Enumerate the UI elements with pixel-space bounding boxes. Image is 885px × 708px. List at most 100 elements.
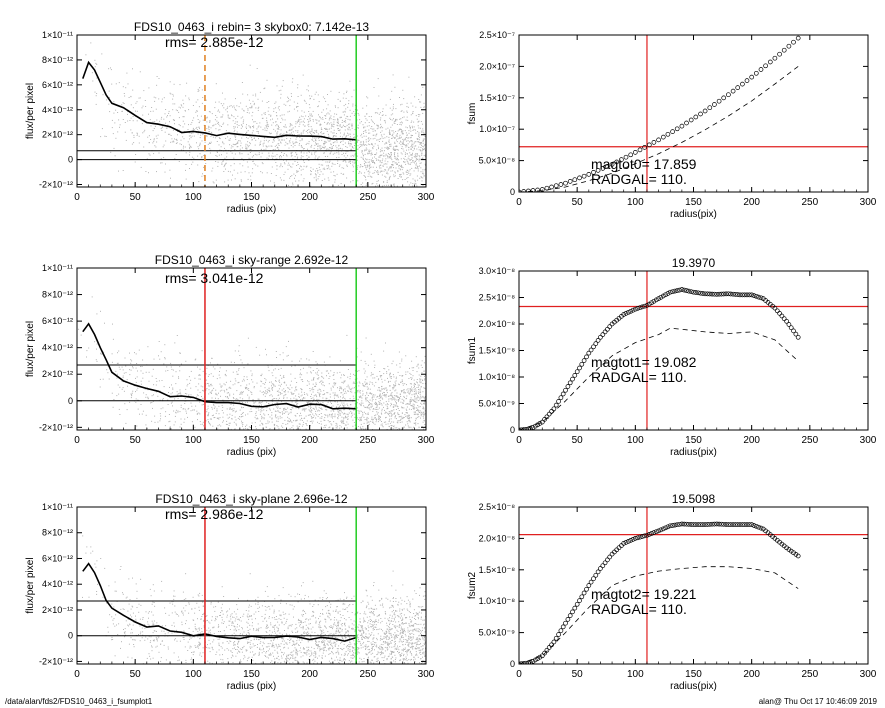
scatter-point bbox=[386, 180, 388, 182]
scatter-point bbox=[318, 392, 320, 394]
scatter-point bbox=[212, 445, 213, 446]
rms-annotation: rms= 2.885e-12 bbox=[165, 34, 264, 50]
scatter-point bbox=[390, 393, 392, 395]
scatter-point bbox=[368, 170, 370, 172]
scatter-point bbox=[362, 383, 364, 385]
scatter-point bbox=[172, 98, 174, 100]
scatter-point bbox=[153, 358, 155, 360]
scatter-point bbox=[169, 386, 170, 388]
scatter-point bbox=[369, 188, 370, 189]
scatter-point bbox=[268, 152, 270, 154]
scatter-point bbox=[295, 415, 297, 417]
scatter-point bbox=[405, 434, 406, 435]
scatter-point bbox=[368, 129, 370, 131]
scatter-point bbox=[423, 417, 425, 419]
scatter-point bbox=[406, 433, 407, 434]
scatter-point bbox=[247, 144, 249, 146]
scatter-point bbox=[96, 343, 98, 345]
scatter-point bbox=[109, 97, 110, 99]
scatter-point bbox=[408, 392, 410, 394]
scatter-point bbox=[148, 371, 150, 373]
scatter-point bbox=[210, 141, 212, 143]
scatter-point bbox=[182, 116, 184, 118]
scatter-point bbox=[347, 384, 349, 386]
scatter-point bbox=[345, 121, 347, 123]
scatter-point bbox=[291, 401, 293, 403]
scatter-point bbox=[327, 164, 329, 166]
scatter-point bbox=[218, 109, 219, 111]
scatter-point bbox=[348, 406, 350, 408]
scatter-point bbox=[173, 83, 175, 85]
scatter-point bbox=[333, 123, 335, 125]
scatter-point bbox=[414, 411, 416, 413]
scatter-point bbox=[385, 176, 387, 178]
scatter-point bbox=[306, 158, 308, 160]
scatter-point bbox=[361, 151, 363, 153]
scatter-point bbox=[382, 158, 384, 160]
scatter-point bbox=[362, 185, 363, 187]
scatter-point bbox=[372, 121, 374, 123]
scatter-point bbox=[95, 359, 97, 361]
scatter-point bbox=[189, 382, 191, 384]
scatter-point bbox=[236, 424, 237, 426]
scatter-point bbox=[394, 404, 396, 406]
scatter-point bbox=[282, 376, 284, 378]
scatter-point bbox=[415, 115, 417, 117]
scatter-point bbox=[326, 122, 328, 124]
scatter-point bbox=[320, 413, 322, 414]
scatter-point bbox=[250, 426, 251, 428]
scatter-point bbox=[161, 162, 163, 164]
scatter-point bbox=[345, 153, 347, 154]
scatter-point bbox=[422, 395, 424, 397]
scatter-point bbox=[390, 114, 392, 116]
scatter-point bbox=[360, 396, 362, 398]
scatter-point bbox=[332, 457, 333, 458]
scatter-point bbox=[335, 382, 337, 384]
scatter-point bbox=[308, 381, 310, 383]
scatter-point bbox=[227, 114, 229, 116]
scatter-point bbox=[282, 80, 284, 82]
scatter-point bbox=[156, 141, 158, 143]
scatter-point bbox=[306, 155, 308, 157]
scatter-point bbox=[283, 388, 285, 390]
scatter-point bbox=[300, 395, 302, 397]
scatter-point bbox=[390, 410, 392, 412]
scatter-point bbox=[424, 378, 426, 380]
scatter-point bbox=[170, 436, 171, 437]
scatter-point bbox=[295, 386, 297, 388]
scatter-point bbox=[296, 413, 298, 414]
scatter-point bbox=[374, 163, 376, 165]
scatter-point bbox=[169, 169, 171, 171]
scatter-point bbox=[289, 419, 291, 421]
scatter-point bbox=[307, 121, 309, 123]
scatter-point bbox=[171, 384, 172, 386]
scatter-point bbox=[399, 164, 400, 166]
scatter-point bbox=[296, 389, 298, 391]
scatter-point bbox=[310, 407, 311, 409]
scatter-point bbox=[277, 410, 279, 412]
scatter-point bbox=[349, 159, 351, 161]
scatter-point bbox=[259, 390, 261, 392]
scatter-point bbox=[393, 122, 395, 124]
scatter-point bbox=[385, 158, 387, 160]
scatter-point bbox=[300, 94, 302, 96]
scatter-point bbox=[337, 438, 338, 439]
scatter-point bbox=[410, 159, 412, 160]
scatter-point bbox=[314, 173, 316, 175]
scatter-point bbox=[265, 393, 267, 395]
scatter-point bbox=[278, 380, 280, 382]
scatter-point bbox=[182, 99, 184, 101]
scatter-point bbox=[390, 426, 392, 428]
scatter-point bbox=[343, 419, 345, 421]
scatter-point bbox=[408, 426, 410, 428]
scatter-point bbox=[376, 152, 378, 154]
scatter-point bbox=[298, 144, 300, 146]
scatter-point bbox=[377, 108, 379, 110]
scatter-point bbox=[413, 379, 415, 381]
scatter-point bbox=[406, 102, 408, 104]
scatter-point bbox=[329, 147, 331, 149]
scatter-point bbox=[108, 68, 110, 70]
scatter-point bbox=[387, 395, 389, 397]
scatter-point bbox=[387, 148, 389, 150]
scatter-point bbox=[195, 101, 197, 103]
